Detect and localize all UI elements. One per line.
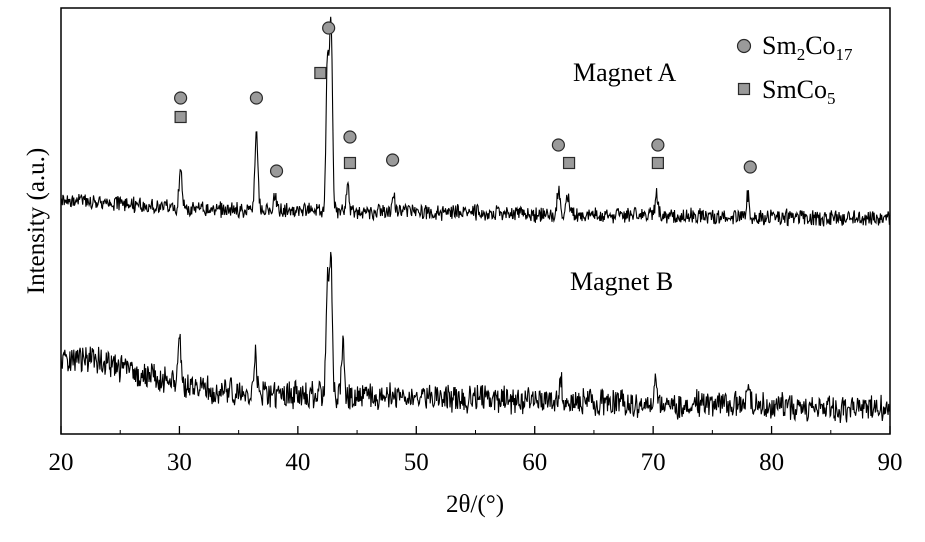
series-label-magnet-a: Magnet A <box>573 58 676 87</box>
x-tick-label: 70 <box>641 449 666 476</box>
smco5-peak-marker <box>343 156 357 170</box>
series-label-magnet-b: Magnet B <box>570 267 673 296</box>
series-line-magnet-a <box>60 16 891 227</box>
series-layer <box>60 16 891 424</box>
legend: Sm2Co17 SmCo5 <box>736 31 853 108</box>
sm2co17-peak-marker <box>343 130 357 144</box>
smco5-peak-marker <box>314 66 327 80</box>
sm2co17-peak-marker <box>322 21 336 35</box>
y-axis-title: Intensity (a.u.) <box>23 148 50 294</box>
legend-sm2co17-part2: Co <box>805 31 835 60</box>
sm2co17-peak-marker <box>551 138 566 152</box>
x-axis-title: 2θ/(°) <box>446 491 504 518</box>
smco5-peak-marker <box>174 110 187 124</box>
x-tick-label: 90 <box>878 449 903 476</box>
x-tick-label: 80 <box>759 449 784 476</box>
legend-smco5-sub1: 5 <box>827 89 836 108</box>
sm2co17-peak-marker <box>651 138 665 152</box>
legend-circle-marker <box>736 38 752 54</box>
x-tick-label: 60 <box>522 449 547 476</box>
legend-smco5-part1: SmCo <box>762 75 827 104</box>
legend-label-smco5: SmCo5 <box>762 75 836 108</box>
x-tick-label: 30 <box>167 449 192 476</box>
marker-layer <box>174 21 757 178</box>
series-line-magnet-b <box>60 251 891 424</box>
legend-sm2co17-sub1: 2 <box>797 45 806 64</box>
x-axis-ticks: 20 30 40 50 60 70 80 90 <box>49 426 903 476</box>
smco5-peak-marker <box>562 156 576 170</box>
x-tick-label: 50 <box>404 449 429 476</box>
sm2co17-peak-marker <box>386 153 400 167</box>
legend-square-marker <box>737 82 751 96</box>
x-tick-label: 20 <box>49 449 74 476</box>
legend-label-sm2co17: Sm2Co17 <box>762 31 853 64</box>
smco5-peak-marker <box>651 156 664 170</box>
legend-sm2co17-part1: Sm <box>762 31 797 60</box>
sm2co17-peak-marker <box>174 91 188 105</box>
sm2co17-peak-marker <box>249 91 264 105</box>
sm2co17-peak-marker <box>269 164 284 178</box>
sm2co17-peak-marker <box>743 160 757 174</box>
legend-sm2co17-sub2: 17 <box>836 45 854 64</box>
x-tick-label: 40 <box>285 449 310 476</box>
